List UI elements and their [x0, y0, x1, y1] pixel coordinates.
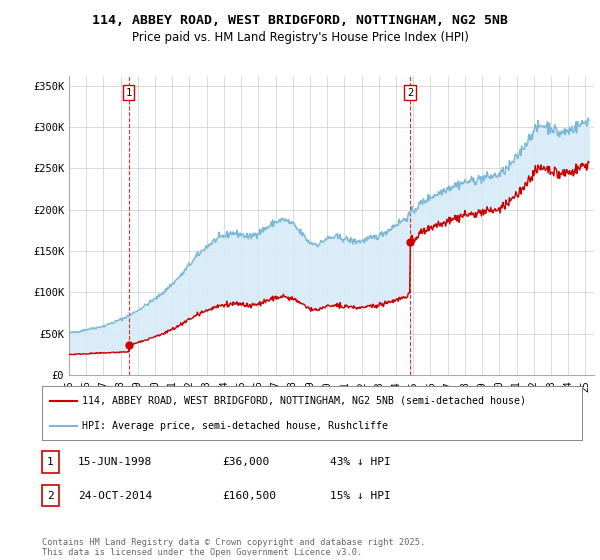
Text: 114, ABBEY ROAD, WEST BRIDGFORD, NOTTINGHAM, NG2 5NB (semi-detached house): 114, ABBEY ROAD, WEST BRIDGFORD, NOTTING… [83, 396, 527, 406]
Text: HPI: Average price, semi-detached house, Rushcliffe: HPI: Average price, semi-detached house,… [83, 421, 389, 431]
Text: 15-JUN-1998: 15-JUN-1998 [78, 457, 152, 467]
Text: £36,000: £36,000 [222, 457, 269, 467]
Text: £160,500: £160,500 [222, 491, 276, 501]
Text: Contains HM Land Registry data © Crown copyright and database right 2025.
This d: Contains HM Land Registry data © Crown c… [42, 538, 425, 557]
Text: 1: 1 [47, 457, 54, 467]
Text: 2: 2 [47, 491, 54, 501]
Text: 114, ABBEY ROAD, WEST BRIDGFORD, NOTTINGHAM, NG2 5NB: 114, ABBEY ROAD, WEST BRIDGFORD, NOTTING… [92, 14, 508, 27]
Text: 1: 1 [125, 87, 131, 97]
Text: 2: 2 [407, 87, 413, 97]
Text: 24-OCT-2014: 24-OCT-2014 [78, 491, 152, 501]
Text: Price paid vs. HM Land Registry's House Price Index (HPI): Price paid vs. HM Land Registry's House … [131, 31, 469, 44]
Text: 15% ↓ HPI: 15% ↓ HPI [330, 491, 391, 501]
Text: 43% ↓ HPI: 43% ↓ HPI [330, 457, 391, 467]
